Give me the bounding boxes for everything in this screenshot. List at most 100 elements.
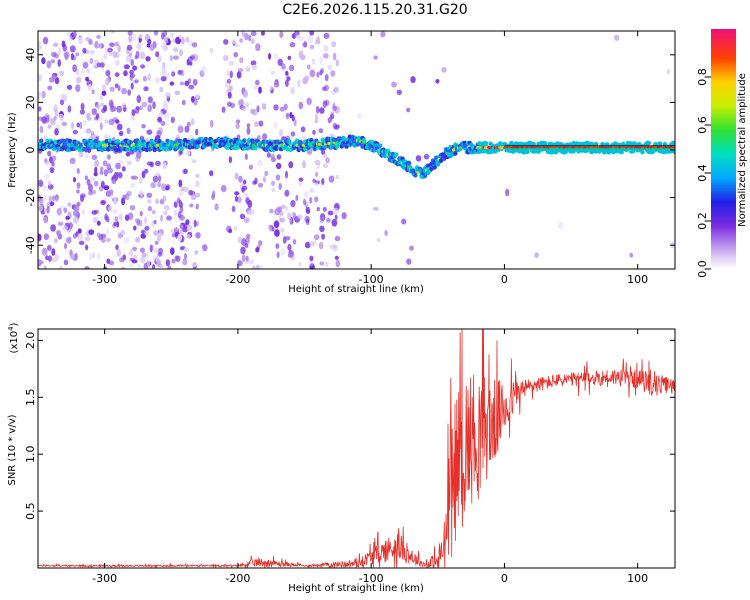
noise-cell xyxy=(318,241,324,250)
noise-cell xyxy=(86,116,92,121)
noise-cell xyxy=(125,56,130,63)
noise-cell xyxy=(314,113,319,121)
noise-cell xyxy=(239,57,244,64)
noise-cell xyxy=(273,53,279,59)
noise-cell xyxy=(126,190,132,197)
noise-cell xyxy=(69,254,76,260)
trace-cell xyxy=(453,151,458,156)
noise-cell xyxy=(332,122,337,130)
noise-cell xyxy=(66,84,73,90)
noise-cell xyxy=(128,262,134,268)
noise-cell xyxy=(253,85,259,90)
noise-cell xyxy=(116,123,123,131)
noise-cell xyxy=(290,131,296,137)
spectrogram-cells xyxy=(38,31,675,269)
noise-cell xyxy=(155,51,160,58)
noise-cell xyxy=(312,178,316,183)
noise-cell xyxy=(179,49,183,57)
noise-cell xyxy=(146,192,153,198)
noise-cell xyxy=(316,71,320,78)
noise-cell xyxy=(73,31,77,37)
noise-cell xyxy=(247,200,253,208)
noise-cell xyxy=(331,41,337,48)
noise-cell xyxy=(138,190,144,197)
noise-cell xyxy=(53,238,58,244)
noise-cell xyxy=(131,109,136,116)
noise-cell xyxy=(39,260,44,265)
x-tick-label: -100 xyxy=(359,273,384,286)
noise-cell xyxy=(211,194,215,201)
noise-cell xyxy=(285,112,290,120)
noise-cell xyxy=(46,206,50,214)
noise-cell xyxy=(285,205,289,212)
noise-cell xyxy=(38,116,43,121)
noise-cell xyxy=(190,118,195,126)
noise-cell xyxy=(153,219,157,225)
noise-cell xyxy=(42,184,48,191)
noise-cell xyxy=(130,183,135,189)
noise-cell xyxy=(323,32,330,39)
noise-cell xyxy=(179,206,184,214)
noise-cell xyxy=(319,107,325,114)
noise-cell xyxy=(96,220,101,226)
noise-cell xyxy=(170,32,174,38)
noise-cell xyxy=(51,161,55,167)
noise-cell xyxy=(144,168,148,174)
noise-cell xyxy=(103,185,110,191)
noise-cell xyxy=(38,263,41,269)
noise-cell xyxy=(129,69,134,75)
noise-cell xyxy=(128,52,133,57)
noise-cell xyxy=(298,36,305,41)
trace-cell xyxy=(107,138,113,143)
noise-cell xyxy=(270,70,276,75)
noise-cell xyxy=(240,246,246,255)
noise-cell xyxy=(158,110,164,118)
noise-cell xyxy=(94,166,98,174)
noise-cell xyxy=(89,57,94,65)
noise-cell xyxy=(115,51,120,59)
noise-cell xyxy=(54,197,59,203)
y-tick-label: 40 xyxy=(24,48,37,62)
noise-cell xyxy=(192,78,198,86)
noise-cell xyxy=(106,227,109,235)
noise-cell xyxy=(132,254,138,259)
noise-cell xyxy=(291,114,295,122)
trace-cell xyxy=(521,150,527,155)
noise-cell xyxy=(123,70,128,77)
noise-cell xyxy=(332,105,337,112)
noise-cell xyxy=(64,52,69,61)
noise-cell xyxy=(151,210,156,215)
noise-cell xyxy=(250,108,255,115)
noise-cell xyxy=(74,252,78,261)
noise-cell xyxy=(258,86,262,94)
noise-cell xyxy=(101,90,107,96)
noise-cell xyxy=(297,79,301,88)
noise-cell xyxy=(280,247,286,256)
noise-cell xyxy=(75,231,79,237)
noise-cell xyxy=(138,34,143,39)
noise-cell xyxy=(182,186,189,192)
noise-cell xyxy=(237,236,243,244)
trace-cell xyxy=(149,138,154,143)
noise-cell xyxy=(50,224,56,232)
noise-cell xyxy=(304,75,310,80)
noise-cell xyxy=(248,259,255,264)
noise-cell xyxy=(319,261,325,266)
noise-cell xyxy=(276,251,280,259)
noise-cell xyxy=(93,172,98,177)
y-tick-label: -40 xyxy=(24,236,37,254)
snr-y-label: SNR (10 * v/v) xyxy=(7,414,18,485)
noise-cell xyxy=(100,102,104,107)
noise-cell xyxy=(309,261,314,267)
noise-cell xyxy=(160,120,166,127)
noise-cell xyxy=(162,61,166,70)
noise-cell xyxy=(59,70,65,77)
noise-cell xyxy=(165,92,171,99)
noise-cell xyxy=(141,124,146,129)
noise-cell xyxy=(130,82,134,90)
noise-cell xyxy=(298,261,302,267)
noise-cell xyxy=(269,208,274,214)
noise-cell xyxy=(99,122,103,131)
noise-cell xyxy=(48,180,52,186)
noise-cell xyxy=(152,41,157,49)
